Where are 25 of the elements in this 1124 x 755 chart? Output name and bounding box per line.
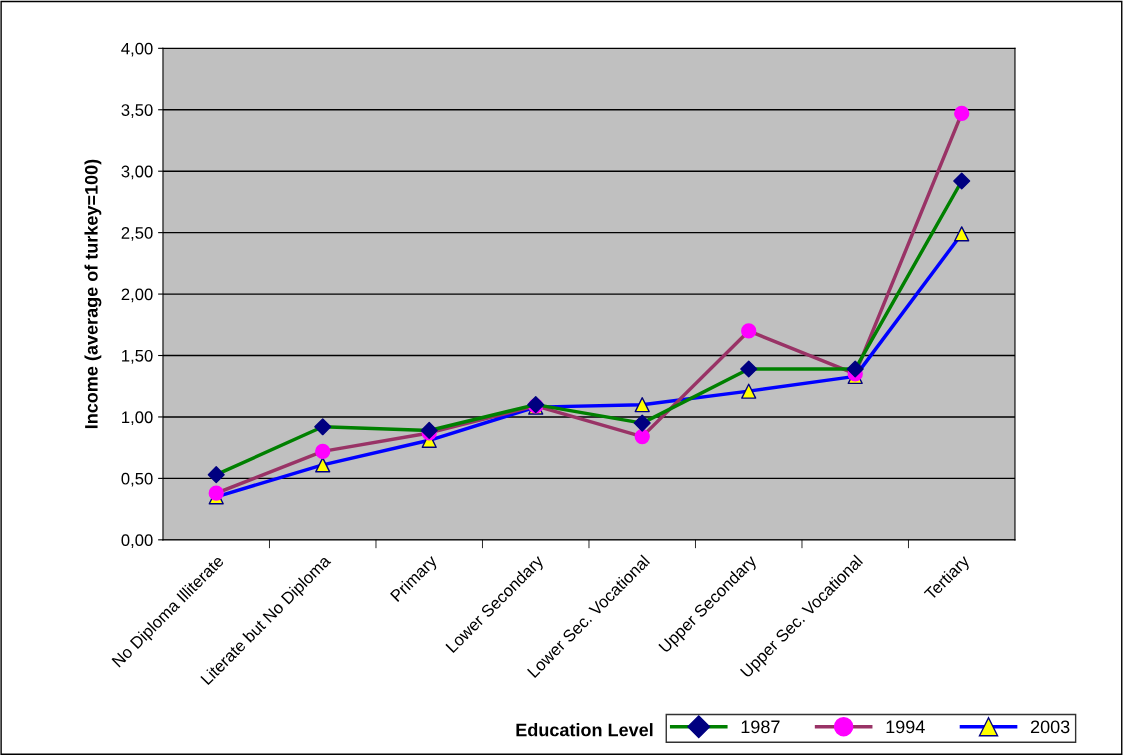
legend-label: 1987: [741, 720, 780, 734]
y-tick-label: 3,50: [121, 104, 153, 118]
point: [634, 397, 650, 413]
y-axis-title: Income (average of turkey=100): [84, 159, 102, 429]
y-tick-label: 1,00: [122, 411, 153, 426]
y-tick-label: 2,50: [121, 227, 153, 241]
point: [314, 418, 332, 436]
point: [420, 421, 438, 440]
point: [315, 457, 331, 473]
y-tick-label: 1,50: [122, 349, 153, 364]
y-tick-label: 0,50: [121, 472, 153, 487]
y-tick-label: 0,00: [121, 534, 153, 548]
x-axis-title: Education Level: [516, 723, 653, 737]
y-tick-label: 4,00: [121, 42, 153, 57]
point: [953, 172, 971, 190]
y-tick-label: 3,00: [121, 165, 153, 180]
point: [633, 414, 651, 432]
legend-label: 2003: [1030, 720, 1070, 734]
point: [846, 360, 864, 378]
point: [954, 226, 970, 242]
legend-label: 1994: [886, 720, 925, 734]
point: [741, 383, 757, 399]
y-tick-label: 2,00: [121, 288, 153, 303]
point: [740, 360, 758, 378]
point: [207, 466, 225, 484]
